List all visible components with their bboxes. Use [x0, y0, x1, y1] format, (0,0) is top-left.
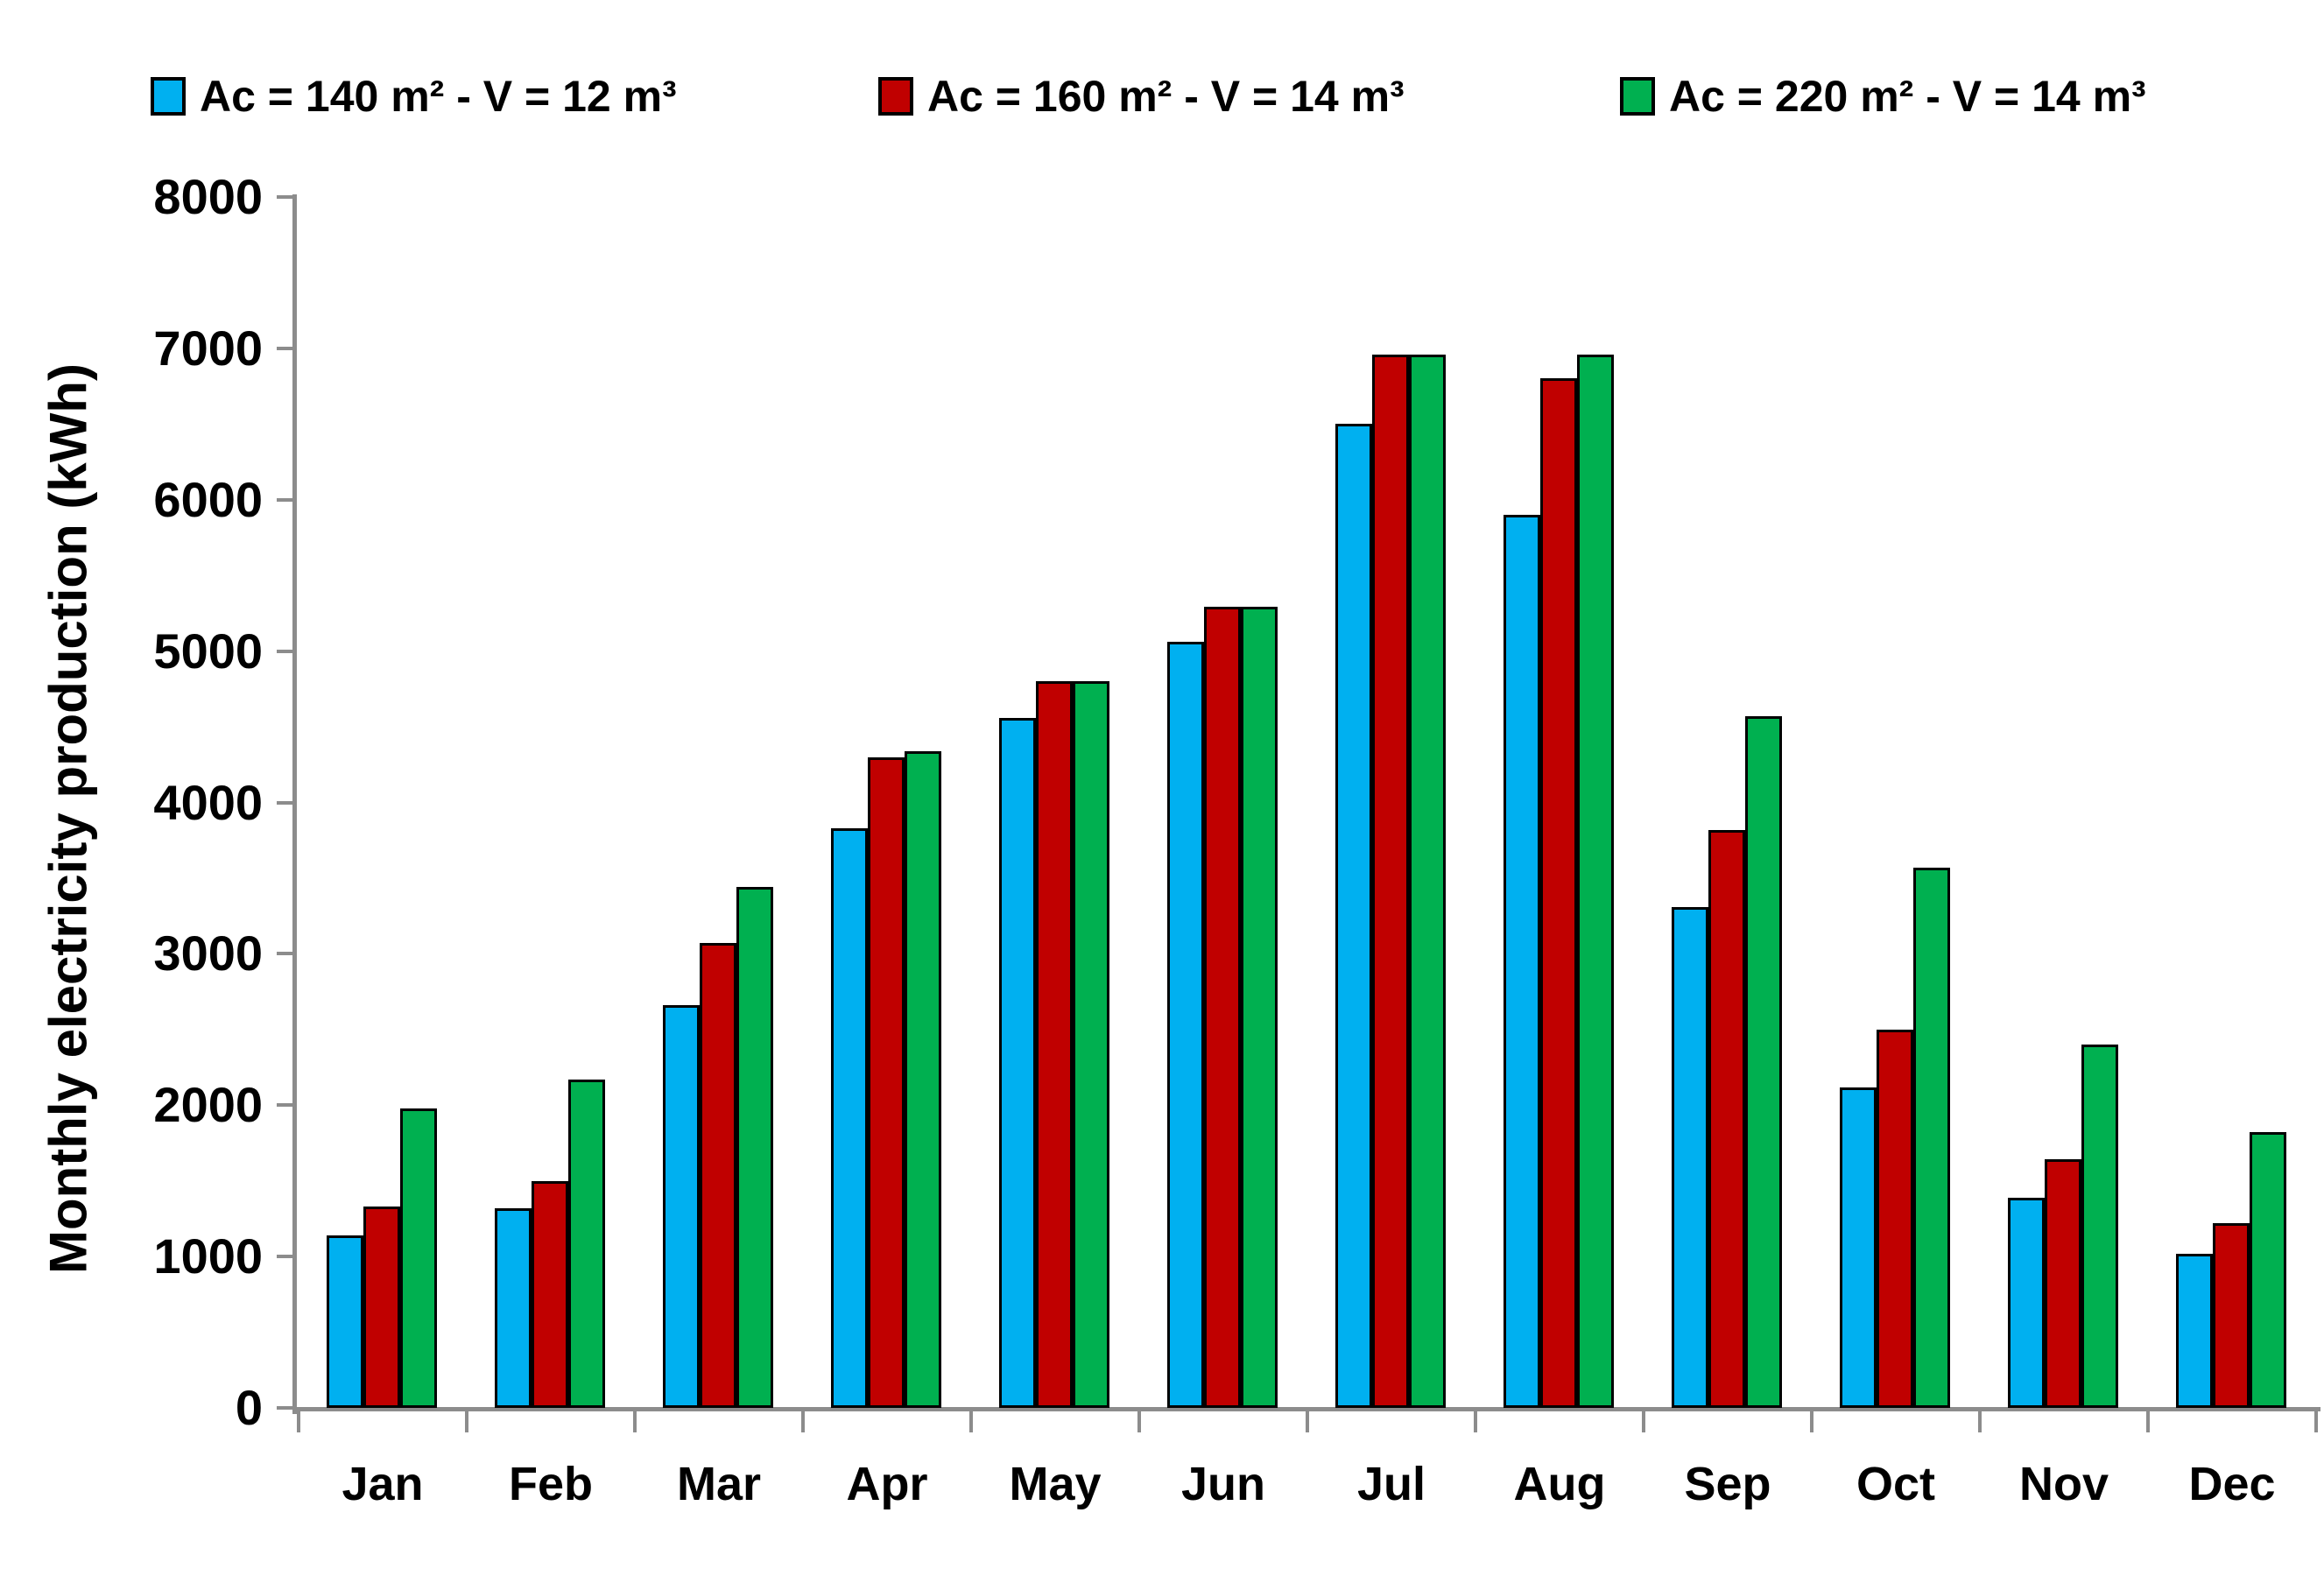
y-tick-mark: [277, 800, 292, 805]
bar-Ac-=-140-Nov: [2008, 1197, 2045, 1408]
y-tick-label: 0: [235, 1380, 263, 1435]
y-tick-label: 1000: [153, 1228, 263, 1284]
x-tick-mark: [1474, 1411, 1477, 1432]
y-tick-mark: [277, 1255, 292, 1259]
x-category-label: Dec: [2188, 1458, 2276, 1510]
legend-label: Ac = 160 m² - V = 14 m³: [927, 72, 1405, 121]
x-category-label: Jul: [1356, 1458, 1426, 1510]
x-tick-mark: [1642, 1411, 1645, 1432]
legend-item-3: Ac = 220 m² - V = 14 m³: [1620, 72, 2146, 121]
x-category-label: Sep: [1684, 1458, 1771, 1510]
x-tick-mark: [801, 1411, 805, 1432]
y-tick-mark: [277, 952, 292, 956]
x-category-label: Feb: [508, 1458, 593, 1510]
y-tick-label: 5000: [153, 623, 263, 679]
y-tick-label: 7000: [153, 320, 263, 376]
bar-Ac-=-220-Oct: [1913, 867, 1950, 1408]
bar-Ac-=-220-Feb: [568, 1079, 605, 1408]
bar-Ac-=-140-Aug: [1504, 515, 1540, 1408]
y-tick-label: 2000: [153, 1077, 263, 1133]
bar-Ac-=-160-Jul: [1372, 354, 1409, 1408]
x-category-label: Oct: [1856, 1458, 1936, 1510]
legend-label: Ac = 220 m² - V = 14 m³: [1669, 72, 2146, 121]
bar-Ac-=-220-Jun: [1241, 607, 1278, 1408]
legend-item-1: Ac = 140 m² - V = 12 m³: [151, 72, 677, 121]
bar-Ac-=-140-Apr: [831, 827, 868, 1408]
bar-Ac-=-160-Jun: [1204, 607, 1241, 1408]
bar-Ac-=-220-Dec: [2250, 1132, 2286, 1408]
x-category-label: May: [1009, 1458, 1102, 1510]
bar-Ac-=-160-Feb: [532, 1180, 568, 1408]
y-tick-mark: [277, 1103, 292, 1108]
x-axis-line: [292, 1407, 2320, 1411]
y-tick-mark: [277, 1406, 292, 1410]
bar-Ac-=-140-Jan: [327, 1235, 363, 1408]
bar-Ac-=-220-Nov: [2081, 1045, 2118, 1408]
x-category-label: Jan: [342, 1458, 424, 1510]
x-tick-mark: [1978, 1411, 1982, 1432]
x-tick-mark: [1810, 1411, 1813, 1432]
bar-Ac-=-220-Mar: [736, 887, 773, 1408]
bar-Ac-=-220-Sep: [1745, 715, 1782, 1408]
x-category-label: Mar: [676, 1458, 762, 1510]
bar-Ac-=-140-Sep: [1672, 906, 1708, 1408]
bar-Ac-=-220-Jan: [400, 1108, 437, 1408]
bar-Ac-=-160-Apr: [868, 756, 905, 1408]
bar-Ac-=-140-Jul: [1335, 424, 1372, 1408]
x-tick-mark: [2146, 1411, 2150, 1432]
bar-Ac-=-160-Mar: [700, 943, 736, 1408]
bar-Ac-=-220-May: [1073, 681, 1109, 1408]
bar-Ac-=-220-Apr: [905, 750, 941, 1408]
x-tick-mark: [1137, 1411, 1141, 1432]
x-category-label: Jun: [1180, 1458, 1265, 1510]
x-tick-mark: [465, 1411, 468, 1432]
bar-Ac-=-140-Dec: [2176, 1253, 2213, 1408]
legend-swatch-icon: [151, 77, 186, 116]
x-tick-mark: [297, 1411, 300, 1432]
y-tick-mark: [277, 346, 292, 350]
bar-Ac-=-140-Mar: [663, 1005, 700, 1408]
y-tick-mark: [277, 497, 292, 502]
y-tick-label: 4000: [153, 774, 263, 830]
legend-swatch-icon: [1620, 77, 1655, 116]
bar-Ac-=-160-Dec: [2213, 1223, 2250, 1408]
bar-Ac-=-160-Jan: [363, 1207, 400, 1408]
legend-swatch-icon: [878, 77, 913, 116]
x-category-label: Apr: [846, 1458, 928, 1510]
bar-Ac-=-160-May: [1036, 681, 1073, 1408]
y-tick-label: 8000: [153, 169, 263, 224]
bar-Ac-=-140-Feb: [495, 1207, 532, 1408]
y-tick-label: 3000: [153, 925, 263, 981]
bar-Ac-=-160-Aug: [1540, 378, 1577, 1408]
bar-Ac-=-160-Nov: [2045, 1159, 2081, 1408]
x-tick-mark: [633, 1411, 637, 1432]
x-tick-mark: [1306, 1411, 1309, 1432]
bar-Ac-=-140-Oct: [1840, 1087, 1877, 1408]
y-tick-mark: [277, 195, 292, 199]
bar-Ac-=-160-Oct: [1877, 1029, 1913, 1408]
legend-label: Ac = 140 m² - V = 12 m³: [200, 72, 677, 121]
x-category-label: Aug: [1513, 1458, 1606, 1510]
x-category-label: Nov: [2018, 1458, 2109, 1510]
bar-Ac-=-220-Jul: [1409, 354, 1446, 1408]
y-tick-mark: [277, 649, 292, 653]
x-tick-mark: [2314, 1411, 2318, 1432]
legend-item-2: Ac = 160 m² - V = 14 m³: [878, 72, 1405, 121]
bar-Ac-=-140-Jun: [1167, 642, 1204, 1408]
y-axis-line: [292, 194, 297, 1414]
y-tick-label: 6000: [153, 471, 263, 527]
bar-Ac-=-160-Sep: [1708, 829, 1745, 1408]
bar-Ac-=-140-May: [999, 717, 1036, 1408]
x-tick-mark: [969, 1411, 973, 1432]
bar-Ac-=-220-Aug: [1577, 354, 1614, 1408]
